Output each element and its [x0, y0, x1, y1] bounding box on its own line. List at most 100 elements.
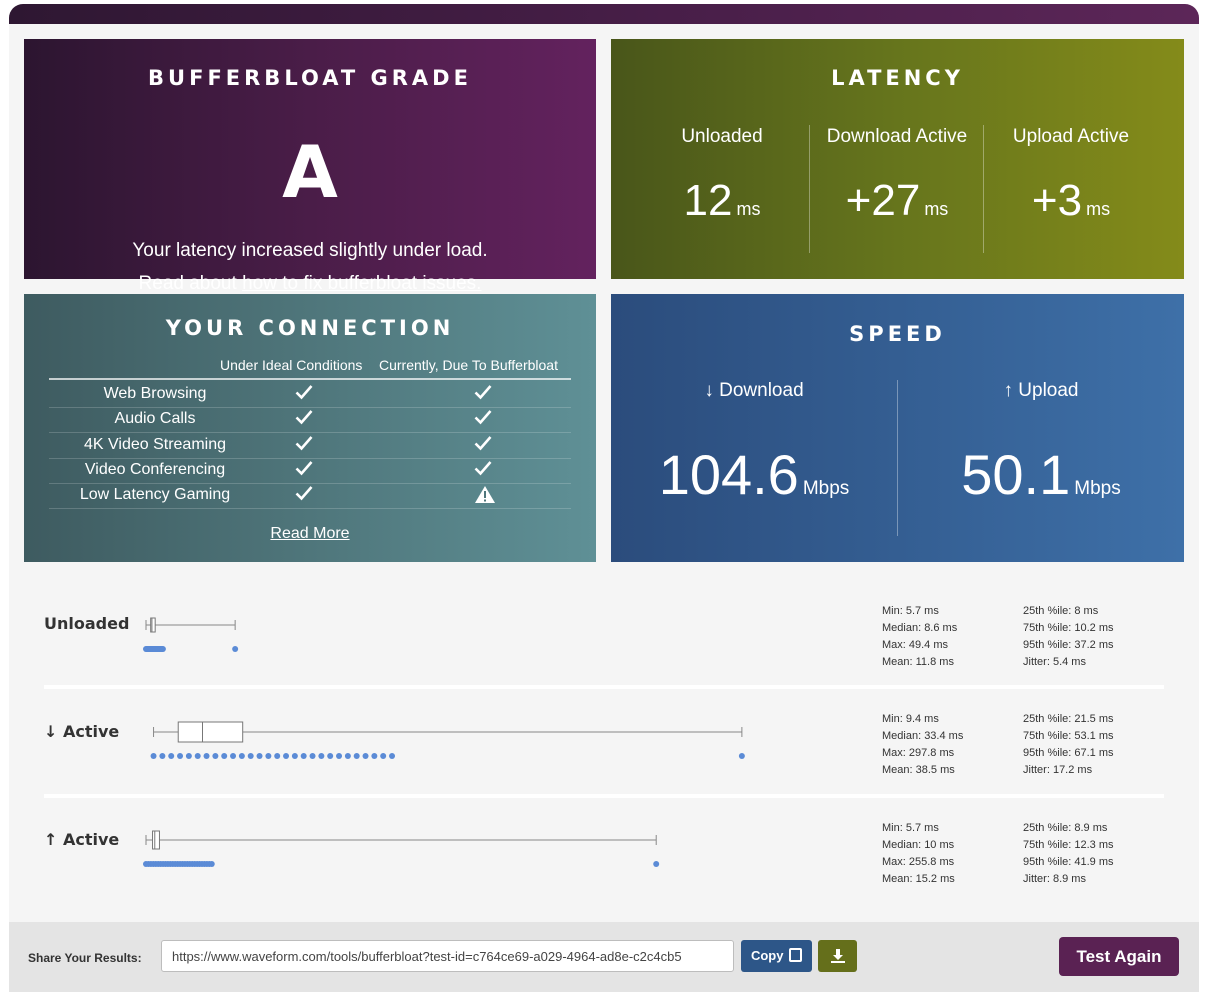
- download-unit: Mbps: [802, 478, 850, 499]
- your-connection-card: YOUR CONNECTION Under Ideal Conditions C…: [24, 294, 596, 562]
- boxplot-box: [177, 721, 244, 743]
- download-value: 104.6: [658, 443, 799, 506]
- stat: Median: 33.4 ms: [882, 730, 964, 742]
- latency-divider: [983, 125, 984, 253]
- stat: 25th %ile: 8 ms: [1023, 605, 1099, 617]
- connection-row: Video Conferencing: [49, 458, 571, 484]
- stat: 75th %ile: 12.3 ms: [1023, 839, 1114, 851]
- share-label: Share Your Results:: [28, 951, 142, 965]
- read-more-wrap: Read More: [24, 525, 596, 543]
- latency-unloaded: Unloaded 12 ms: [635, 126, 809, 266]
- copy-icon: [789, 948, 803, 962]
- check-icon: [295, 485, 313, 506]
- download-icon: [830, 949, 845, 963]
- stat: 75th %ile: 10.2 ms: [1023, 622, 1114, 634]
- sample-dot: [738, 753, 745, 759]
- read-more-link[interactable]: Read More: [270, 525, 350, 542]
- download-button[interactable]: [818, 940, 857, 972]
- copy-button[interactable]: Copy: [741, 940, 812, 972]
- unloaded-stats-right: 25th %ile: 8 ms 75th %ile: 10.2 ms 95th …: [1023, 603, 1114, 671]
- sample-dot: [389, 753, 396, 759]
- fix-bufferbloat-link[interactable]: how to fix bufferbloat issues.: [242, 273, 482, 294]
- unloaded-stats-left: Min: 5.7 ms Median: 8.6 ms Max: 49.4 ms …: [882, 603, 957, 671]
- sample-dot: [344, 753, 351, 759]
- sample-dot: [327, 753, 334, 759]
- stat: Median: 10 ms: [882, 839, 955, 851]
- latency-title: LATENCY: [831, 66, 964, 90]
- upload-label: ↑ Upload: [1003, 380, 1079, 401]
- sample-dot: [238, 753, 245, 759]
- grade-read-about: Read about how to fix bufferbloat issues…: [24, 273, 596, 295]
- sample-dot: [247, 753, 254, 759]
- upload-value-wrap: 50.1 Mbps: [898, 442, 1184, 507]
- stat: Mean: 15.2 ms: [882, 873, 955, 885]
- sample-dot: [274, 753, 281, 759]
- latency-download-unit: ms: [924, 199, 949, 219]
- sample-dot: [362, 753, 369, 759]
- sample-dot: [653, 861, 660, 867]
- sample-dot: [318, 753, 325, 759]
- sample-dot: [300, 753, 307, 759]
- latency-upload-value-wrap: +3 ms: [984, 176, 1158, 226]
- sample-dot: [203, 753, 210, 759]
- copy-label: Copy: [750, 948, 784, 963]
- upload-unit: Mbps: [1074, 478, 1121, 499]
- download-value-wrap: 104.6 Mbps: [611, 442, 897, 507]
- share-url-input[interactable]: [161, 940, 734, 972]
- sample-dot: [150, 753, 157, 759]
- latency-unloaded-label: Unloaded: [681, 126, 763, 147]
- connection-col-current: Currently, Due To Bufferbloat: [379, 357, 558, 373]
- share-bar: Share Your Results: Copy Test Again: [9, 922, 1199, 992]
- sample-dot: [371, 753, 378, 759]
- download-label: ↓ Download: [704, 380, 804, 401]
- connection-row: Audio Calls: [49, 407, 571, 434]
- stat: Mean: 11.8 ms: [882, 656, 954, 668]
- latency-unloaded-value: 12: [683, 176, 733, 225]
- bufferbloat-grade-card: BUFFERBLOAT GRADE A Your latency increas…: [24, 39, 596, 294]
- connection-row-name: Web Browsing: [103, 385, 207, 402]
- dist-label-unloaded: Unloaded: [44, 614, 130, 633]
- stat: Min: 5.7 ms: [882, 822, 939, 834]
- read-about-prefix: Read about: [138, 273, 243, 294]
- latency-download-active: Download Active +27 ms: [810, 126, 984, 266]
- sample-dot: [168, 753, 175, 759]
- check-icon: [295, 460, 313, 481]
- stat: Max: 297.8 ms: [882, 747, 955, 759]
- sample-dot: [380, 753, 387, 759]
- stat: 75th %ile: 53.1 ms: [1023, 730, 1114, 742]
- upload-stats-left: Min: 5.7 ms Median: 10 ms Max: 255.8 ms …: [882, 820, 955, 888]
- sample-dot: [336, 753, 343, 759]
- distribution-separator: [44, 794, 1164, 798]
- latency-download-label: Download Active: [826, 126, 968, 147]
- download-stats-right: 25th %ile: 21.5 ms 75th %ile: 53.1 ms 95…: [1023, 711, 1114, 779]
- latency-unloaded-unit: ms: [736, 199, 761, 219]
- check-icon: [295, 435, 313, 456]
- grade-letter: A: [282, 130, 338, 214]
- sample-dot: [208, 861, 215, 867]
- download-stats-left: Min: 9.4 ms Median: 33.4 ms Max: 297.8 m…: [882, 711, 963, 779]
- stat: Jitter: 17.2 ms: [1023, 764, 1093, 776]
- warning-icon: [474, 485, 496, 509]
- check-icon: [474, 409, 492, 430]
- sample-dot: [230, 753, 237, 759]
- latency-upload-unit: ms: [1086, 199, 1111, 219]
- connection-row-name: Audio Calls: [114, 410, 196, 428]
- dist-label-upload-active: ↑ Active: [44, 830, 120, 849]
- sample-dot: [309, 753, 316, 759]
- connection-row: Low Latency Gaming: [49, 483, 571, 510]
- stat: 95th %ile: 41.9 ms: [1023, 856, 1114, 868]
- check-icon: [474, 384, 492, 405]
- speed-title: SPEED: [849, 322, 946, 346]
- stat: 95th %ile: 37.2 ms: [1023, 639, 1114, 651]
- stat: Min: 5.7 ms: [882, 605, 939, 617]
- latency-unloaded-value-wrap: 12 ms: [635, 176, 809, 226]
- connection-row-name: Low Latency Gaming: [79, 486, 231, 504]
- sample-dot: [194, 753, 201, 759]
- sample-dot: [265, 753, 272, 759]
- speed-download: ↓ Download 104.6 Mbps: [611, 380, 897, 506]
- test-again-button[interactable]: Test Again: [1059, 937, 1179, 976]
- distribution-separator: [44, 685, 1164, 689]
- stat: 25th %ile: 8.9 ms: [1023, 822, 1108, 834]
- top-bar: [9, 4, 1199, 24]
- grade-title: BUFFERBLOAT GRADE: [148, 66, 472, 90]
